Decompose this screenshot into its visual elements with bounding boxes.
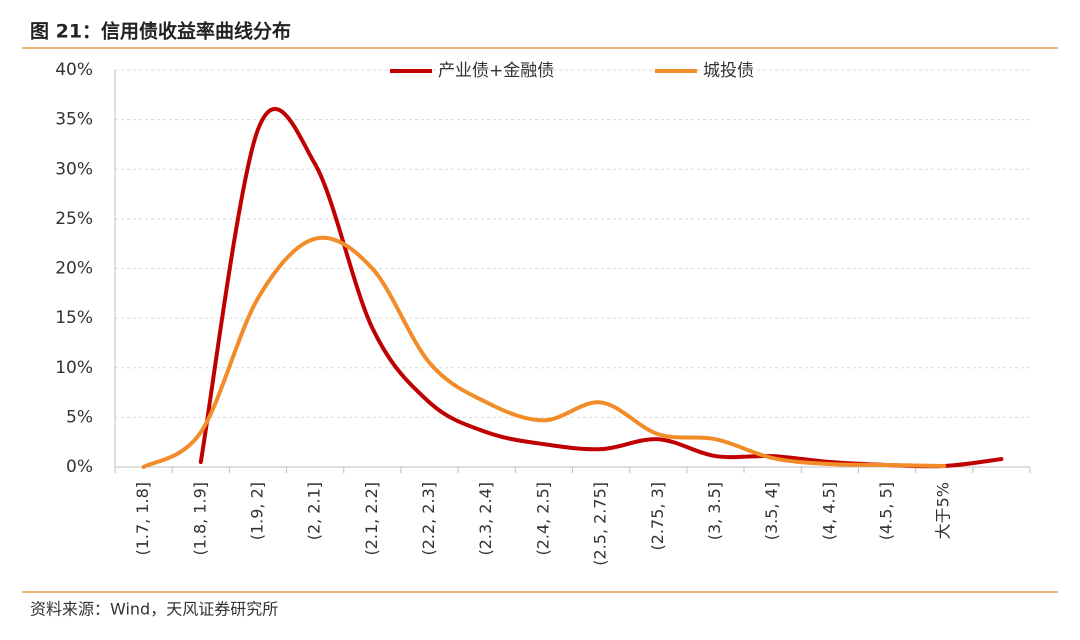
y-tick-label: 15% — [55, 308, 93, 328]
x-tick-label: (2.4, 2.5] — [533, 482, 552, 556]
y-tick-label: 25% — [55, 209, 93, 229]
x-tick-label: (2.2, 2.3] — [419, 482, 438, 556]
series-line — [141, 235, 947, 469]
series-line — [198, 106, 1004, 469]
x-tick-label: (3, 3.5] — [705, 482, 724, 540]
legend-label: 产业债+金融债 — [438, 61, 554, 81]
x-tick-label: (4, 4.5] — [819, 482, 838, 540]
y-tick-label: 35% — [55, 110, 93, 130]
y-tick-label: 5% — [66, 407, 93, 427]
y-tick-label: 30% — [55, 159, 93, 179]
chart-title: 图 21：信用债收益率曲线分布 — [30, 20, 291, 43]
x-tick-label: (3.5, 4] — [762, 482, 781, 540]
x-tick-label: 大于5% — [934, 482, 953, 539]
x-tick-label: (2, 2.1] — [305, 482, 324, 540]
y-tick-label: 20% — [55, 259, 93, 279]
source: 资料来源：Wind，天风证券研究所 — [30, 600, 278, 619]
x-tick-label: (2.3, 2.4] — [476, 482, 495, 556]
y-tick-label: 10% — [55, 358, 93, 378]
x-tick-label: (1.7, 1.8] — [133, 482, 152, 556]
legend-label: 城投债 — [703, 61, 754, 81]
x-tick-label: (2.1, 2.2] — [362, 482, 381, 556]
x-tick-label: (1.9, 2] — [247, 482, 266, 540]
x-tick-label: (2.5, 2.75] — [591, 482, 610, 566]
x-tick-label: (4.5, 5] — [877, 482, 896, 540]
x-tick-label: (1.8, 1.9] — [190, 482, 209, 556]
x-tick-label: (2.75, 3] — [648, 482, 667, 550]
y-tick-label: 0% — [66, 457, 93, 477]
y-tick-label: 40% — [55, 60, 93, 80]
